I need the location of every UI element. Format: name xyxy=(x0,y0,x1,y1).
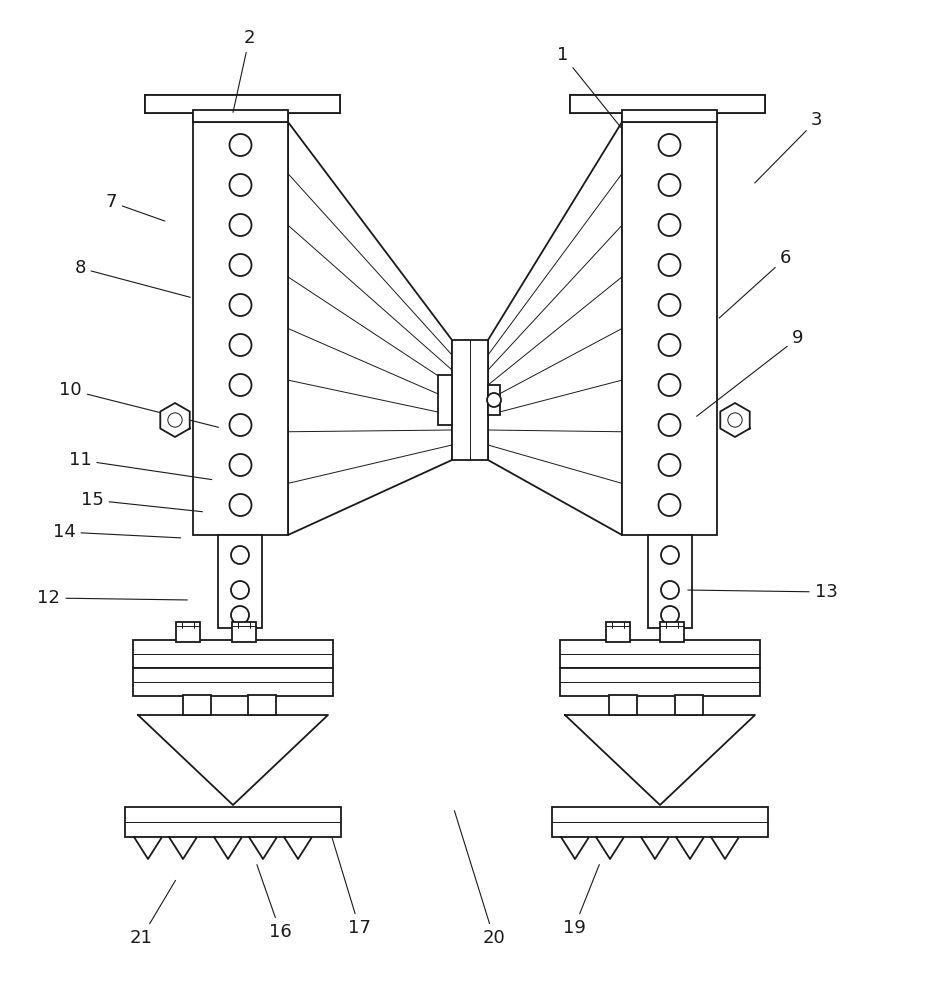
Circle shape xyxy=(231,606,249,624)
Bar xyxy=(133,668,333,696)
Text: 8: 8 xyxy=(74,259,190,297)
Polygon shape xyxy=(561,837,589,859)
Polygon shape xyxy=(249,837,277,859)
Circle shape xyxy=(661,546,679,564)
Circle shape xyxy=(659,174,680,196)
Polygon shape xyxy=(720,403,750,437)
Circle shape xyxy=(167,413,183,427)
Bar xyxy=(193,110,288,122)
Bar xyxy=(570,95,765,113)
Bar xyxy=(193,110,288,122)
Circle shape xyxy=(230,214,251,236)
Circle shape xyxy=(659,454,680,476)
Polygon shape xyxy=(676,837,704,859)
Polygon shape xyxy=(711,837,739,859)
Text: 11: 11 xyxy=(69,451,212,480)
Text: 14: 14 xyxy=(53,523,181,541)
Polygon shape xyxy=(641,837,669,859)
Circle shape xyxy=(230,294,251,316)
Text: 1: 1 xyxy=(557,46,621,128)
Bar xyxy=(622,110,717,122)
Bar xyxy=(176,622,200,642)
Polygon shape xyxy=(488,122,622,535)
Circle shape xyxy=(659,254,680,276)
Bar xyxy=(609,695,637,715)
Circle shape xyxy=(661,581,679,599)
Circle shape xyxy=(231,546,249,564)
Circle shape xyxy=(659,414,680,436)
Text: 7: 7 xyxy=(105,193,165,221)
Bar xyxy=(622,110,717,122)
Circle shape xyxy=(230,334,251,356)
Text: 12: 12 xyxy=(38,589,187,607)
Circle shape xyxy=(230,254,251,276)
Bar xyxy=(125,807,341,837)
Polygon shape xyxy=(214,837,242,859)
Polygon shape xyxy=(138,715,328,805)
Polygon shape xyxy=(565,715,755,805)
Bar xyxy=(560,668,760,696)
Circle shape xyxy=(230,134,251,156)
Bar xyxy=(552,807,768,837)
Bar xyxy=(622,122,717,535)
Circle shape xyxy=(659,294,680,316)
Text: 19: 19 xyxy=(563,865,599,937)
Bar xyxy=(560,640,760,668)
Text: 17: 17 xyxy=(332,838,371,937)
Bar xyxy=(145,95,340,113)
Circle shape xyxy=(487,393,501,407)
Text: 10: 10 xyxy=(59,381,218,427)
Text: 6: 6 xyxy=(719,249,791,318)
Bar xyxy=(648,535,692,628)
Polygon shape xyxy=(596,837,624,859)
Bar xyxy=(193,122,288,535)
Text: 20: 20 xyxy=(455,811,505,947)
Text: 16: 16 xyxy=(257,865,292,941)
Text: 15: 15 xyxy=(81,491,202,512)
Bar xyxy=(488,385,500,415)
Bar xyxy=(218,535,262,628)
Circle shape xyxy=(727,413,742,427)
Circle shape xyxy=(230,174,251,196)
Text: 9: 9 xyxy=(696,329,804,416)
Circle shape xyxy=(231,581,249,599)
Polygon shape xyxy=(160,403,190,437)
Circle shape xyxy=(230,374,251,396)
Circle shape xyxy=(659,214,680,236)
Bar xyxy=(606,622,630,642)
Bar xyxy=(183,695,211,715)
Circle shape xyxy=(230,494,251,516)
Bar xyxy=(675,695,703,715)
Circle shape xyxy=(230,414,251,436)
Bar xyxy=(660,622,684,642)
Bar xyxy=(248,695,276,715)
Polygon shape xyxy=(288,122,452,535)
Circle shape xyxy=(661,606,679,624)
Polygon shape xyxy=(284,837,312,859)
Circle shape xyxy=(230,454,251,476)
Circle shape xyxy=(659,134,680,156)
Bar xyxy=(570,95,765,113)
Circle shape xyxy=(659,374,680,396)
Bar xyxy=(145,95,340,113)
Text: 2: 2 xyxy=(233,29,255,112)
Bar xyxy=(452,340,488,460)
Circle shape xyxy=(659,494,680,516)
Bar xyxy=(438,375,452,425)
Circle shape xyxy=(659,334,680,356)
Bar xyxy=(232,622,256,642)
Bar xyxy=(133,640,333,668)
Text: 3: 3 xyxy=(755,111,822,183)
Text: 21: 21 xyxy=(130,880,175,947)
Polygon shape xyxy=(134,837,162,859)
Text: 13: 13 xyxy=(688,583,837,601)
Polygon shape xyxy=(169,837,197,859)
